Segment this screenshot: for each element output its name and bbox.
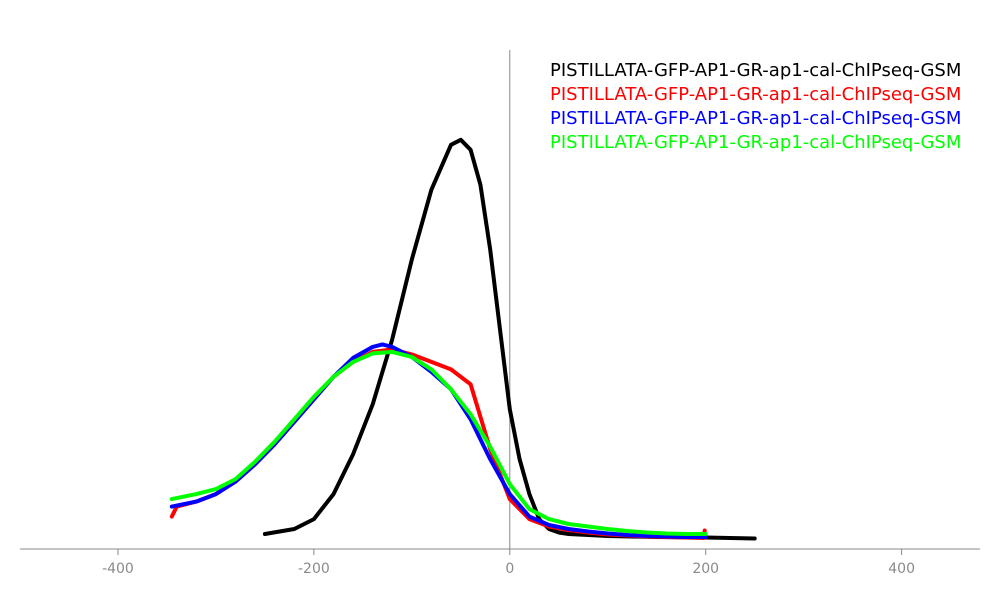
- legend-entry-1: PISTILLATA-GFP-AP1-GR-ap1-cal-ChIPseq-GS…: [550, 60, 961, 81]
- x-tick-label: 200: [692, 561, 719, 577]
- legend-entry-4: PISTILLATA-GFP-AP1-GR-ap1-cal-ChIPseq-GS…: [550, 132, 961, 153]
- series-line-3: [169, 342, 708, 539]
- x-tick-label: 0: [505, 561, 514, 577]
- legend: PISTILLATA-GFP-AP1-GR-ap1-cal-ChIPseq-GS…: [550, 60, 961, 153]
- legend-entry-3: PISTILLATA-GFP-AP1-GR-ap1-cal-ChIPseq-GS…: [550, 108, 961, 129]
- series-line-1: [262, 137, 757, 541]
- series-lines: [169, 137, 757, 541]
- x-tick-label: -400: [102, 561, 134, 577]
- x-axis-ticks: -400 -200 0 200 400: [102, 549, 915, 577]
- legend-entry-2: PISTILLATA-GFP-AP1-GR-ap1-cal-ChIPseq-GS…: [550, 84, 961, 105]
- x-tick-label: -200: [298, 561, 330, 577]
- series-line-4: [169, 349, 708, 536]
- x-tick-label: 400: [888, 561, 915, 577]
